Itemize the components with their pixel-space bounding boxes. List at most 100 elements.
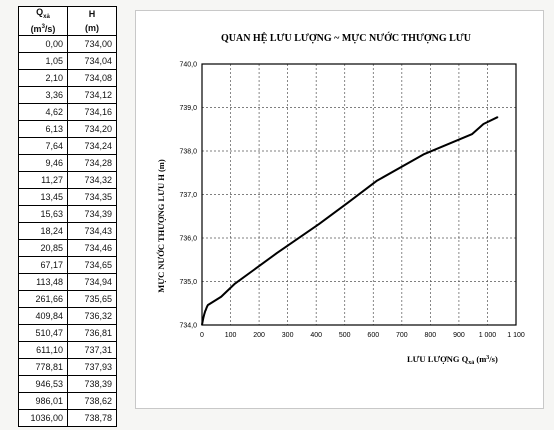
table-row: 9,46 734,28: [18, 153, 117, 172]
cell-discharge: 13,45: [18, 187, 68, 206]
cell-water-level: 734,08: [67, 68, 117, 87]
cell-water-level: 737,93: [67, 357, 117, 376]
cell-discharge: 113,48: [18, 272, 68, 291]
table-row: 510,47 736,81: [18, 323, 117, 342]
cell-discharge: 946,53: [18, 374, 68, 393]
cell-discharge: 3,36: [18, 85, 68, 104]
cell-water-level: 734,28: [67, 153, 117, 172]
y-tick-label: 734,0: [179, 323, 197, 330]
cell-discharge: 1036,00: [18, 408, 68, 427]
cell-water-level: 734,24: [67, 136, 117, 155]
table-row: 986,01 738,62: [18, 391, 117, 410]
cell-discharge: 611,10: [18, 340, 68, 359]
table-row: 1036,00 738,78: [18, 408, 117, 427]
data-point: [202, 319, 204, 321]
discharge-level-table: Qxả H (m3/s) (m) 0,00 734,00 1,05 734,04 2,1…: [18, 5, 117, 427]
data-point: [206, 305, 208, 307]
cell-discharge: 0,00: [18, 34, 68, 53]
cell-water-level: 737,31: [67, 340, 117, 359]
data-point: [318, 223, 320, 225]
cell-water-level: 734,43: [67, 221, 117, 240]
data-point: [204, 310, 206, 312]
data-table: Qxả H (m3/s) (m) 0,00 734,00 1,05 734,04 2,1…: [18, 5, 117, 427]
y-tick-label: 735,0: [179, 279, 197, 286]
y-tick-label: 737,0: [179, 192, 197, 199]
table-row: 18,24 734,43: [18, 221, 117, 240]
chart-grid: [202, 64, 516, 325]
table-header-row: Qxả H: [18, 5, 117, 22]
cell-discharge: 261,66: [18, 289, 68, 308]
x-tick-label: 1 000: [479, 332, 497, 339]
series-line: [201, 116, 499, 326]
cell-discharge: 986,01: [18, 391, 68, 410]
cell-discharge: 6,13: [18, 119, 68, 138]
cell-discharge: 11,27: [18, 170, 68, 189]
table-row: 15,63 734,39: [18, 204, 117, 223]
table-row: 261,66 735,65: [18, 289, 117, 308]
chart: QUAN HỆ LƯU LƯỢNG ~ MỰC NƯỚC THƯỢNG LƯU …: [156, 31, 525, 366]
x-tick-label: 100: [225, 332, 237, 339]
cell-water-level: 735,65: [67, 289, 117, 308]
data-point: [347, 202, 349, 204]
table-row: 11,27 734,32: [18, 170, 117, 189]
table-row: 67,17 734,65: [18, 255, 117, 274]
table-row: 3,36 734,12: [18, 85, 117, 104]
x-tick-label: 800: [425, 332, 437, 339]
x-tick-label: 900: [453, 332, 465, 339]
data-point: [233, 283, 235, 285]
cell-discharge: 409,84: [18, 306, 68, 325]
table-row: 6,13 734,20: [18, 119, 117, 138]
cell-discharge: 1,05: [18, 51, 68, 70]
header-q-unit: (m3/s): [18, 21, 68, 36]
header-h-unit: (m): [67, 21, 117, 36]
data-point: [203, 315, 205, 317]
cell-water-level: 734,00: [67, 34, 117, 53]
cell-water-level: 734,04: [67, 51, 117, 70]
table-row: 1,05 734,04: [18, 51, 117, 70]
data-point: [423, 153, 425, 155]
data-point: [202, 320, 204, 323]
y-axis-label: MỰC NƯỚC THƯỢNG LƯU H (m): [156, 159, 166, 293]
y-axis-ticks: 734,0 735,0 736,0 737,0 738,0 739,0 740,0: [179, 62, 197, 330]
header-q: Qxả: [18, 5, 68, 22]
y-tick-label: 740,0: [179, 62, 197, 69]
cell-discharge: 2,10: [18, 68, 68, 87]
data-point: [276, 252, 278, 254]
data-point: [202, 317, 204, 319]
cell-discharge: 778,81: [18, 357, 68, 376]
data-point: [220, 296, 222, 298]
data-point: [497, 116, 499, 118]
x-tick-label: 600: [367, 332, 379, 339]
cell-water-level: 734,32: [67, 170, 117, 189]
x-tick-label: 500: [339, 332, 351, 339]
x-axis-label: LƯU LƯỢNG Qxả (m3/s): [407, 354, 498, 366]
data-point: [203, 313, 205, 316]
x-tick-label: 400: [310, 332, 322, 339]
x-tick-label: 200: [253, 332, 265, 339]
cell-water-level: 734,35: [67, 187, 117, 206]
x-tick-label: 300: [282, 332, 294, 339]
cell-water-level: 738,39: [67, 374, 117, 393]
table-unit-row: (m3/s) (m): [18, 21, 117, 36]
table-row: 20,85 734,46: [18, 238, 117, 257]
header-h: H: [67, 5, 117, 22]
data-point: [375, 180, 378, 182]
table-row: 0,00 734,00: [18, 34, 117, 53]
x-tick-label: 0: [200, 332, 204, 339]
cell-discharge: 20,85: [18, 238, 68, 257]
data-point: [201, 324, 203, 326]
cell-water-level: 736,32: [67, 306, 117, 325]
cell-discharge: 4,62: [18, 102, 68, 121]
cell-water-level: 734,20: [67, 119, 117, 138]
cell-water-level: 734,94: [67, 272, 117, 291]
data-point: [205, 309, 207, 311]
cell-water-level: 734,65: [67, 255, 117, 274]
cell-discharge: 67,17: [18, 255, 68, 274]
cell-water-level: 738,62: [67, 391, 117, 410]
table-row: 778,81 737,93: [18, 357, 117, 376]
table-row: 611,10 737,31: [18, 340, 117, 359]
cell-discharge: 9,46: [18, 153, 68, 172]
table-row: 2,10 734,08: [18, 68, 117, 87]
data-point: [204, 312, 206, 314]
cell-water-level: 734,16: [67, 102, 117, 121]
